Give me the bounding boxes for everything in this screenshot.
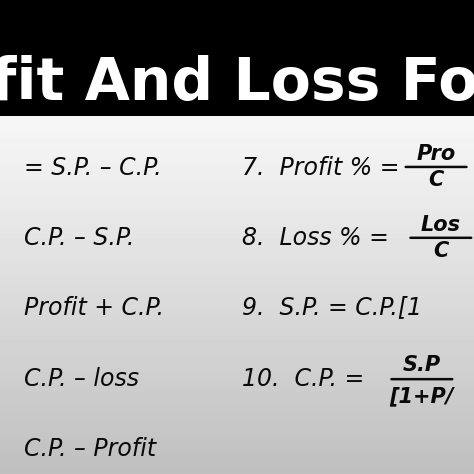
Text: Pro: Pro bbox=[417, 144, 456, 164]
Text: C.P. – loss: C.P. – loss bbox=[24, 367, 139, 391]
Text: fit And Loss Form: fit And Loss Form bbox=[0, 55, 474, 112]
Text: C: C bbox=[433, 241, 448, 261]
Text: C: C bbox=[428, 170, 444, 190]
Text: [1+P/: [1+P/ bbox=[390, 386, 454, 406]
Text: C.P. – S.P.: C.P. – S.P. bbox=[24, 226, 134, 250]
Text: 7.  Profit % =: 7. Profit % = bbox=[242, 156, 399, 180]
Text: = S.P. – C.P.: = S.P. – C.P. bbox=[24, 156, 161, 180]
Text: Profit + C.P.: Profit + C.P. bbox=[24, 296, 164, 319]
Text: S.P: S.P bbox=[403, 355, 441, 375]
Text: 9.  S.P. = C.P.[1: 9. S.P. = C.P.[1 bbox=[242, 296, 422, 319]
Text: 8.  Loss % =: 8. Loss % = bbox=[242, 226, 389, 250]
Text: Los: Los bbox=[421, 215, 461, 235]
Text: C.P. – Profit: C.P. – Profit bbox=[24, 437, 156, 461]
Text: 10.  C.P. =: 10. C.P. = bbox=[242, 367, 364, 391]
